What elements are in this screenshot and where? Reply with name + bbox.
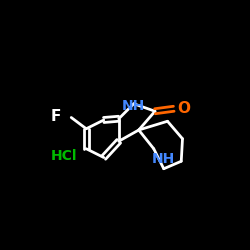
Text: F: F bbox=[51, 109, 61, 124]
Text: O: O bbox=[178, 101, 190, 116]
Text: HCl: HCl bbox=[50, 149, 77, 163]
Text: NH: NH bbox=[152, 152, 176, 166]
Text: NH: NH bbox=[122, 99, 146, 113]
